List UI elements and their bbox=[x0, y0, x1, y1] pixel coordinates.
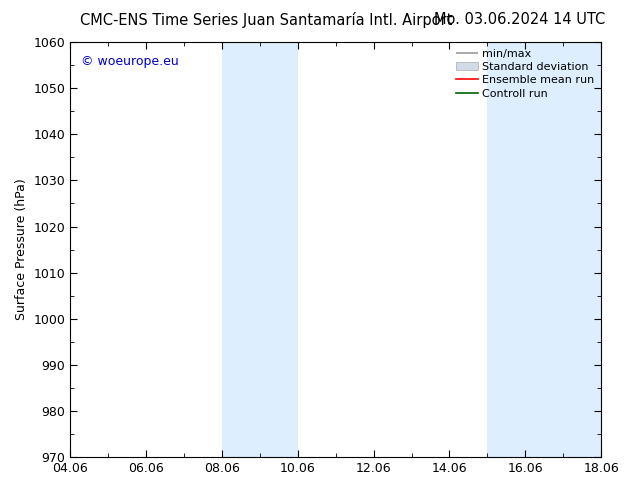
Text: © woeurope.eu: © woeurope.eu bbox=[81, 54, 179, 68]
Bar bbox=[222, 42, 260, 457]
Bar bbox=[526, 42, 601, 457]
Y-axis label: Surface Pressure (hPa): Surface Pressure (hPa) bbox=[15, 179, 28, 320]
Text: CMC-ENS Time Series Juan Santamaría Intl. Airport: CMC-ENS Time Series Juan Santamaría Intl… bbox=[80, 12, 453, 28]
Legend: min/max, Standard deviation, Ensemble mean run, Controll run: min/max, Standard deviation, Ensemble me… bbox=[451, 44, 599, 103]
Bar bbox=[488, 42, 526, 457]
Text: Mo. 03.06.2024 14 UTC: Mo. 03.06.2024 14 UTC bbox=[434, 12, 605, 27]
Bar bbox=[260, 42, 298, 457]
